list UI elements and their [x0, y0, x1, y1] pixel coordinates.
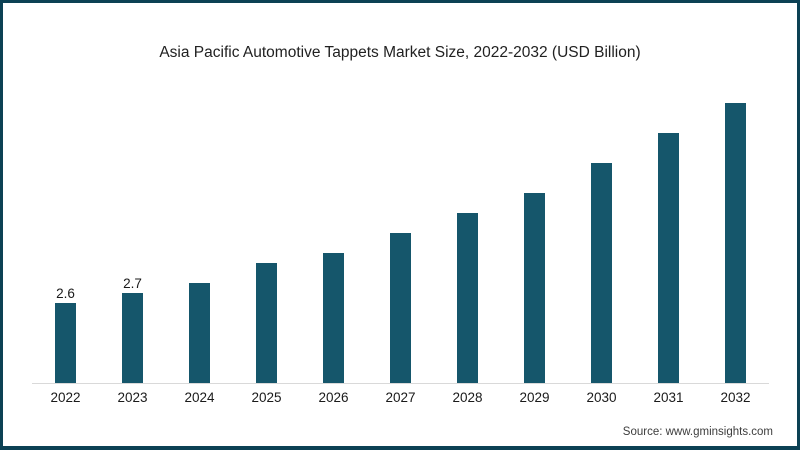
x-axis-label: 2032 — [720, 390, 751, 405]
bar-2029 — [524, 193, 545, 383]
x-axis-label: 2029 — [519, 390, 550, 405]
chart-title: Asia Pacific Automotive Tappets Market S… — [159, 44, 641, 61]
bar-2032 — [725, 103, 746, 383]
bar-2028 — [457, 213, 478, 383]
x-axis-label: 2028 — [452, 390, 483, 405]
x-axis-label: 2027 — [385, 390, 416, 405]
bar-group: 2.7 — [99, 275, 166, 383]
bar-2022 — [55, 303, 76, 383]
bar-group — [568, 163, 635, 383]
x-axis-label: 2025 — [251, 390, 282, 405]
bar-group — [501, 193, 568, 383]
bar-value-label: 2.6 — [56, 285, 75, 301]
bar-group — [434, 213, 501, 383]
bar-chart-plot: 2.6 2.7 — [32, 3, 769, 384]
bar-group: 2.6 — [32, 285, 99, 383]
bar-group — [702, 103, 769, 383]
source-attribution: Source: www.gminsights.com — [622, 426, 773, 438]
x-axis-label: 2024 — [184, 390, 215, 405]
x-axis-labels: 2022 2023 2024 2025 2026 2027 2028 2029 2030 2031… — [32, 384, 769, 405]
bar-2030 — [591, 163, 612, 383]
x-axis-label: 2031 — [653, 390, 684, 405]
x-axis-label: 2026 — [318, 390, 349, 405]
bar-2023 — [122, 293, 143, 383]
bar-2031 — [658, 133, 679, 383]
bar-group — [635, 133, 702, 383]
bar-group — [233, 263, 300, 383]
bar-2025 — [256, 263, 277, 383]
x-axis-label: 2023 — [117, 390, 148, 405]
bar-2027 — [390, 233, 411, 383]
x-axis-label: 2030 — [586, 390, 617, 405]
bar-group — [367, 233, 434, 383]
bar-group — [300, 253, 367, 383]
bar-group — [166, 283, 233, 383]
bar-value-label: 2.7 — [123, 275, 142, 291]
bar-2026 — [323, 253, 344, 383]
x-axis-label: 2022 — [50, 390, 81, 405]
bar-2024 — [189, 283, 210, 383]
